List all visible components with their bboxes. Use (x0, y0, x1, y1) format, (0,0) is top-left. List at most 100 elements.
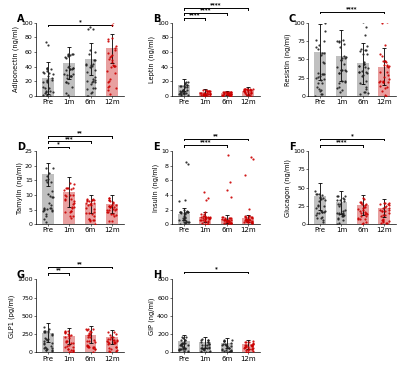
Point (43, 206, 50, 212)
Point (316, 210, 323, 216)
Point (228, 219, 234, 226)
Point (87, 329, 93, 335)
Point (48, 332, 55, 338)
Point (378, 208, 385, 214)
Text: H: H (153, 270, 161, 280)
Point (92, 67, 98, 73)
Point (105, 340, 112, 346)
Point (65, 328, 72, 334)
Point (333, 193, 340, 199)
Point (201, 92, 208, 98)
Point (322, 20, 328, 26)
Point (199, 342, 206, 348)
Text: B: B (153, 14, 160, 24)
Point (224, 218, 231, 224)
Point (68, 340, 74, 346)
Point (227, 91, 233, 97)
Point (49, 188, 55, 194)
Point (364, 211, 370, 217)
Point (109, 202, 115, 208)
Point (199, 345, 205, 351)
Point (177, 221, 183, 227)
Text: ****: **** (189, 13, 200, 17)
Point (226, 345, 232, 351)
Point (86, 216, 92, 222)
Point (108, 53, 114, 59)
Bar (314, 196, 326, 224)
Point (107, 91, 114, 97)
Point (65, 346, 71, 352)
Point (315, 74, 322, 80)
Point (177, 209, 183, 215)
Point (382, 92, 388, 98)
Point (64, 331, 71, 337)
Point (67, 180, 73, 186)
Point (318, 215, 324, 221)
Point (92, 77, 98, 83)
Point (242, 86, 248, 92)
Point (105, 87, 111, 93)
Point (380, 219, 386, 225)
Point (104, 209, 110, 215)
Point (112, 47, 118, 53)
Point (249, 86, 256, 92)
Point (205, 218, 212, 224)
Point (40, 207, 47, 213)
Point (317, 52, 324, 58)
Point (108, 346, 114, 352)
Point (109, 218, 115, 224)
Point (316, 86, 322, 92)
Point (182, 337, 188, 343)
Point (205, 88, 211, 94)
Point (198, 89, 204, 96)
Point (246, 86, 253, 92)
Point (379, 208, 385, 214)
Point (250, 341, 256, 347)
Point (380, 79, 386, 85)
Point (70, 185, 76, 191)
Point (315, 203, 321, 209)
Point (201, 92, 208, 98)
Point (357, 91, 364, 97)
Point (48, 179, 54, 185)
Point (65, 51, 72, 57)
Point (198, 345, 205, 351)
Point (342, 78, 348, 84)
Bar (378, 67, 390, 96)
Point (66, 192, 73, 198)
Point (184, 219, 191, 225)
Point (87, 218, 94, 224)
Point (86, 51, 92, 57)
Point (201, 92, 207, 98)
Point (176, 217, 182, 223)
Point (204, 214, 211, 220)
Point (383, 59, 389, 65)
Point (89, 197, 95, 203)
Point (380, 78, 386, 85)
Point (86, 47, 93, 53)
Point (339, 217, 346, 223)
Point (219, 215, 226, 221)
Bar (42, 174, 54, 224)
Point (180, 87, 186, 93)
Point (242, 172, 248, 178)
Point (62, 54, 68, 60)
Point (226, 349, 232, 356)
Point (178, 92, 184, 99)
Point (337, 44, 344, 50)
Point (180, 87, 187, 93)
Point (49, 77, 56, 83)
Point (111, 339, 118, 345)
Point (106, 207, 112, 213)
Point (342, 55, 348, 61)
Point (89, 344, 96, 350)
Point (181, 210, 187, 216)
Text: *: * (57, 141, 60, 146)
Point (42, 327, 48, 334)
Point (313, 215, 320, 221)
Point (364, 43, 370, 49)
Point (92, 57, 98, 63)
Point (363, 69, 370, 75)
Text: **: ** (77, 131, 83, 136)
Point (338, 67, 344, 73)
